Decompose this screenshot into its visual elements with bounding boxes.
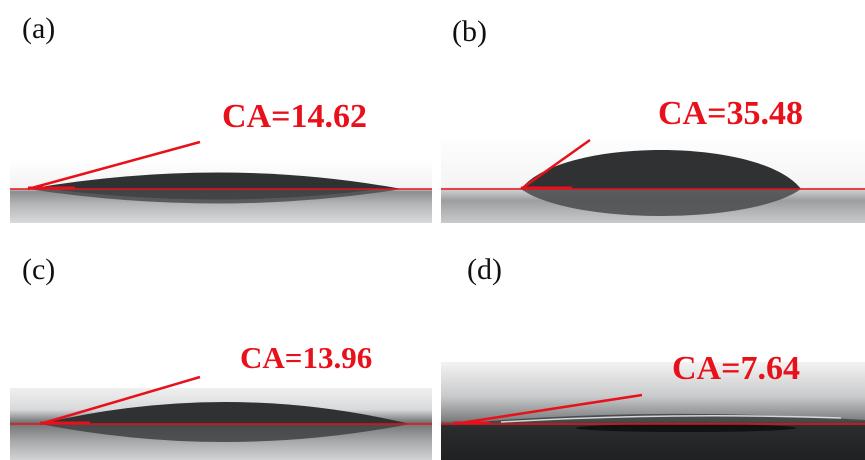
droplet-svg-d [441, 362, 865, 460]
annotation-lines-a [10, 140, 432, 191]
contact-angle-label-c: CA=13.96 [240, 340, 373, 375]
panel-label-b: (b) [452, 15, 487, 48]
droplet-image-d [441, 362, 865, 460]
contact-angle-label-b: CA=35.48 [658, 95, 803, 132]
annotation-lines-d [441, 393, 865, 426]
droplet-image-b [441, 133, 865, 223]
panel-label-a: (a) [22, 12, 56, 45]
annotation-lines-c [10, 375, 432, 426]
droplet-svg-a [10, 160, 432, 223]
contact-angle-label-d: CA=7.64 [672, 350, 800, 387]
contact-angle-label-a: CA=14.62 [222, 98, 367, 135]
panel-label-c: (c) [22, 253, 56, 286]
panel-label-d: (d) [467, 253, 502, 286]
droplet-svg-b [441, 133, 865, 223]
annotation-lines-b [441, 138, 865, 191]
droplet-image-a [10, 160, 432, 223]
